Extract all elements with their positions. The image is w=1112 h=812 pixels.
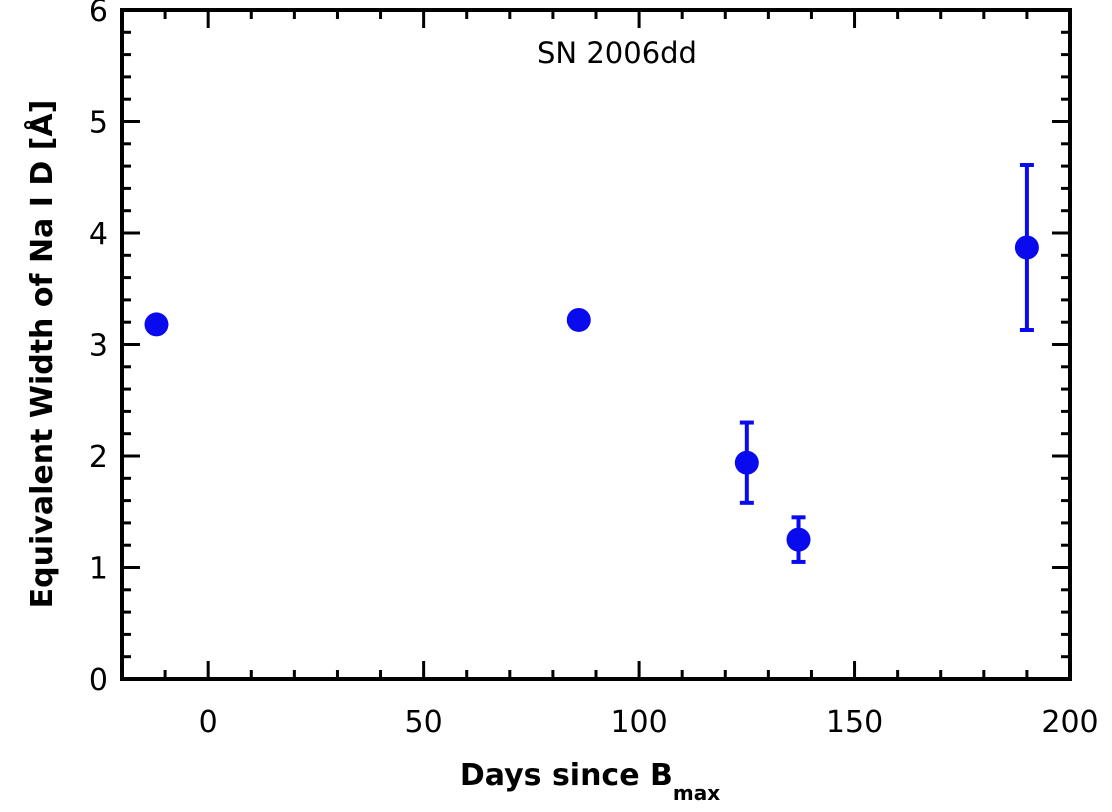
y-tick-label: 6 — [89, 0, 108, 29]
x-tick-label: 150 — [826, 705, 883, 740]
x-axis-label-main: Days since B — [460, 758, 673, 793]
plot-frame — [120, 8, 1072, 681]
x-tick-label: 200 — [1041, 705, 1098, 740]
chart-title: SN 2006dd — [537, 36, 697, 70]
data-point — [734, 450, 759, 475]
y-tick-label: 3 — [89, 329, 108, 364]
y-tick-label: 2 — [89, 440, 108, 475]
data-point — [786, 527, 811, 552]
data-point — [144, 312, 169, 337]
y-tick-label: 5 — [89, 106, 108, 141]
ticks — [120, 8, 1072, 681]
data-points — [144, 162, 1039, 564]
x-tick-label: 100 — [610, 705, 667, 740]
x-tick-label: 0 — [199, 705, 218, 740]
tick-labels: 0 50 100 150 200 0 1 2 3 4 5 6 — [89, 0, 1099, 740]
y-tick-label: 0 — [89, 663, 108, 698]
y-axis-label: Equivalent Width of Na I D [Å] — [23, 100, 60, 609]
data-point — [566, 307, 591, 332]
y-tick-label: 1 — [89, 552, 108, 587]
x-axis-label: Days since Bmax — [460, 758, 720, 805]
axes — [120, 8, 1072, 681]
data-point — [1014, 235, 1039, 260]
y-tick-label: 4 — [89, 217, 108, 252]
x-axis-label-subscript: max — [673, 781, 720, 805]
x-tick-label: 50 — [405, 705, 443, 740]
